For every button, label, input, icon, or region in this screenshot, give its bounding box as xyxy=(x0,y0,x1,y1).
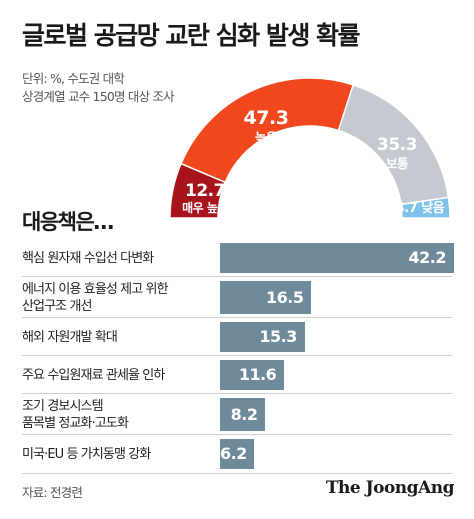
row-divider xyxy=(22,355,452,356)
unit-note: 단위: %, 수도권 대학 xyxy=(22,71,125,86)
row-divider xyxy=(22,393,452,394)
row-divider xyxy=(22,434,452,435)
survey-note: 상경계열 교수 150명 대상 조사 xyxy=(22,89,175,104)
slice-value-low: 4.7 낮음 xyxy=(396,200,445,216)
bar xyxy=(220,398,266,431)
donut-slice-low xyxy=(400,196,451,219)
bar-value-label: 8.2 xyxy=(230,404,258,424)
bar xyxy=(220,439,255,469)
row-divider xyxy=(22,473,452,474)
bar-value-label: 15.3 xyxy=(259,327,297,346)
bar-value-label: 11.6 xyxy=(238,365,277,384)
bar xyxy=(220,281,312,314)
bar xyxy=(220,360,285,390)
bar-category-label: 핵심 원자재 수입선 다변화 xyxy=(22,250,154,266)
slice-label-very-high: 매우 높음 xyxy=(182,200,228,215)
section-title: 대응책은… xyxy=(22,210,114,234)
bar-category-label: 조기 경보시스템 품목별 정교화·고도화 xyxy=(22,398,129,431)
bar-value-label: 42.2 xyxy=(408,248,447,267)
bar-category-label: 주요 수입원재료 관세율 인하 xyxy=(22,367,165,383)
slice-label-medium: 보통 xyxy=(386,156,409,171)
slice-label-high: 높음 xyxy=(255,130,278,145)
row-divider xyxy=(22,276,452,277)
bar-category-label: 해외 자원개발 확대 xyxy=(22,329,118,345)
bar-value-label: 16.5 xyxy=(266,287,304,307)
bar xyxy=(220,243,454,273)
semicircle-donut-chart: 12.7매우 높음 47.3높음 35.3보통 4.7 낮음 xyxy=(169,77,451,219)
brand-logo: The JoongAng xyxy=(325,478,455,498)
bar-category-label: 에너지 이용 효율성 제고 위한 산업구조 개선 xyxy=(22,281,169,314)
slice-value-high: 47.3 xyxy=(244,107,289,129)
bar-value-label: 6.2 xyxy=(220,444,247,463)
source-note: 자료: 전경련 xyxy=(22,485,83,500)
chart-title: 글로벌 공급망 교란 심화 발생 확률 xyxy=(22,21,361,50)
bar xyxy=(220,322,305,352)
row-divider xyxy=(22,317,452,318)
slice-value-very-high: 12.7 xyxy=(185,181,225,201)
slice-value-medium: 35.3 xyxy=(377,135,417,155)
chart-subtitle: 단위: %, 수도권 대학 상경계열 교수 150명 대상 조사 xyxy=(22,70,175,106)
bar-category-label: 미국·EU 등 가치동맹 강화 xyxy=(22,446,151,462)
